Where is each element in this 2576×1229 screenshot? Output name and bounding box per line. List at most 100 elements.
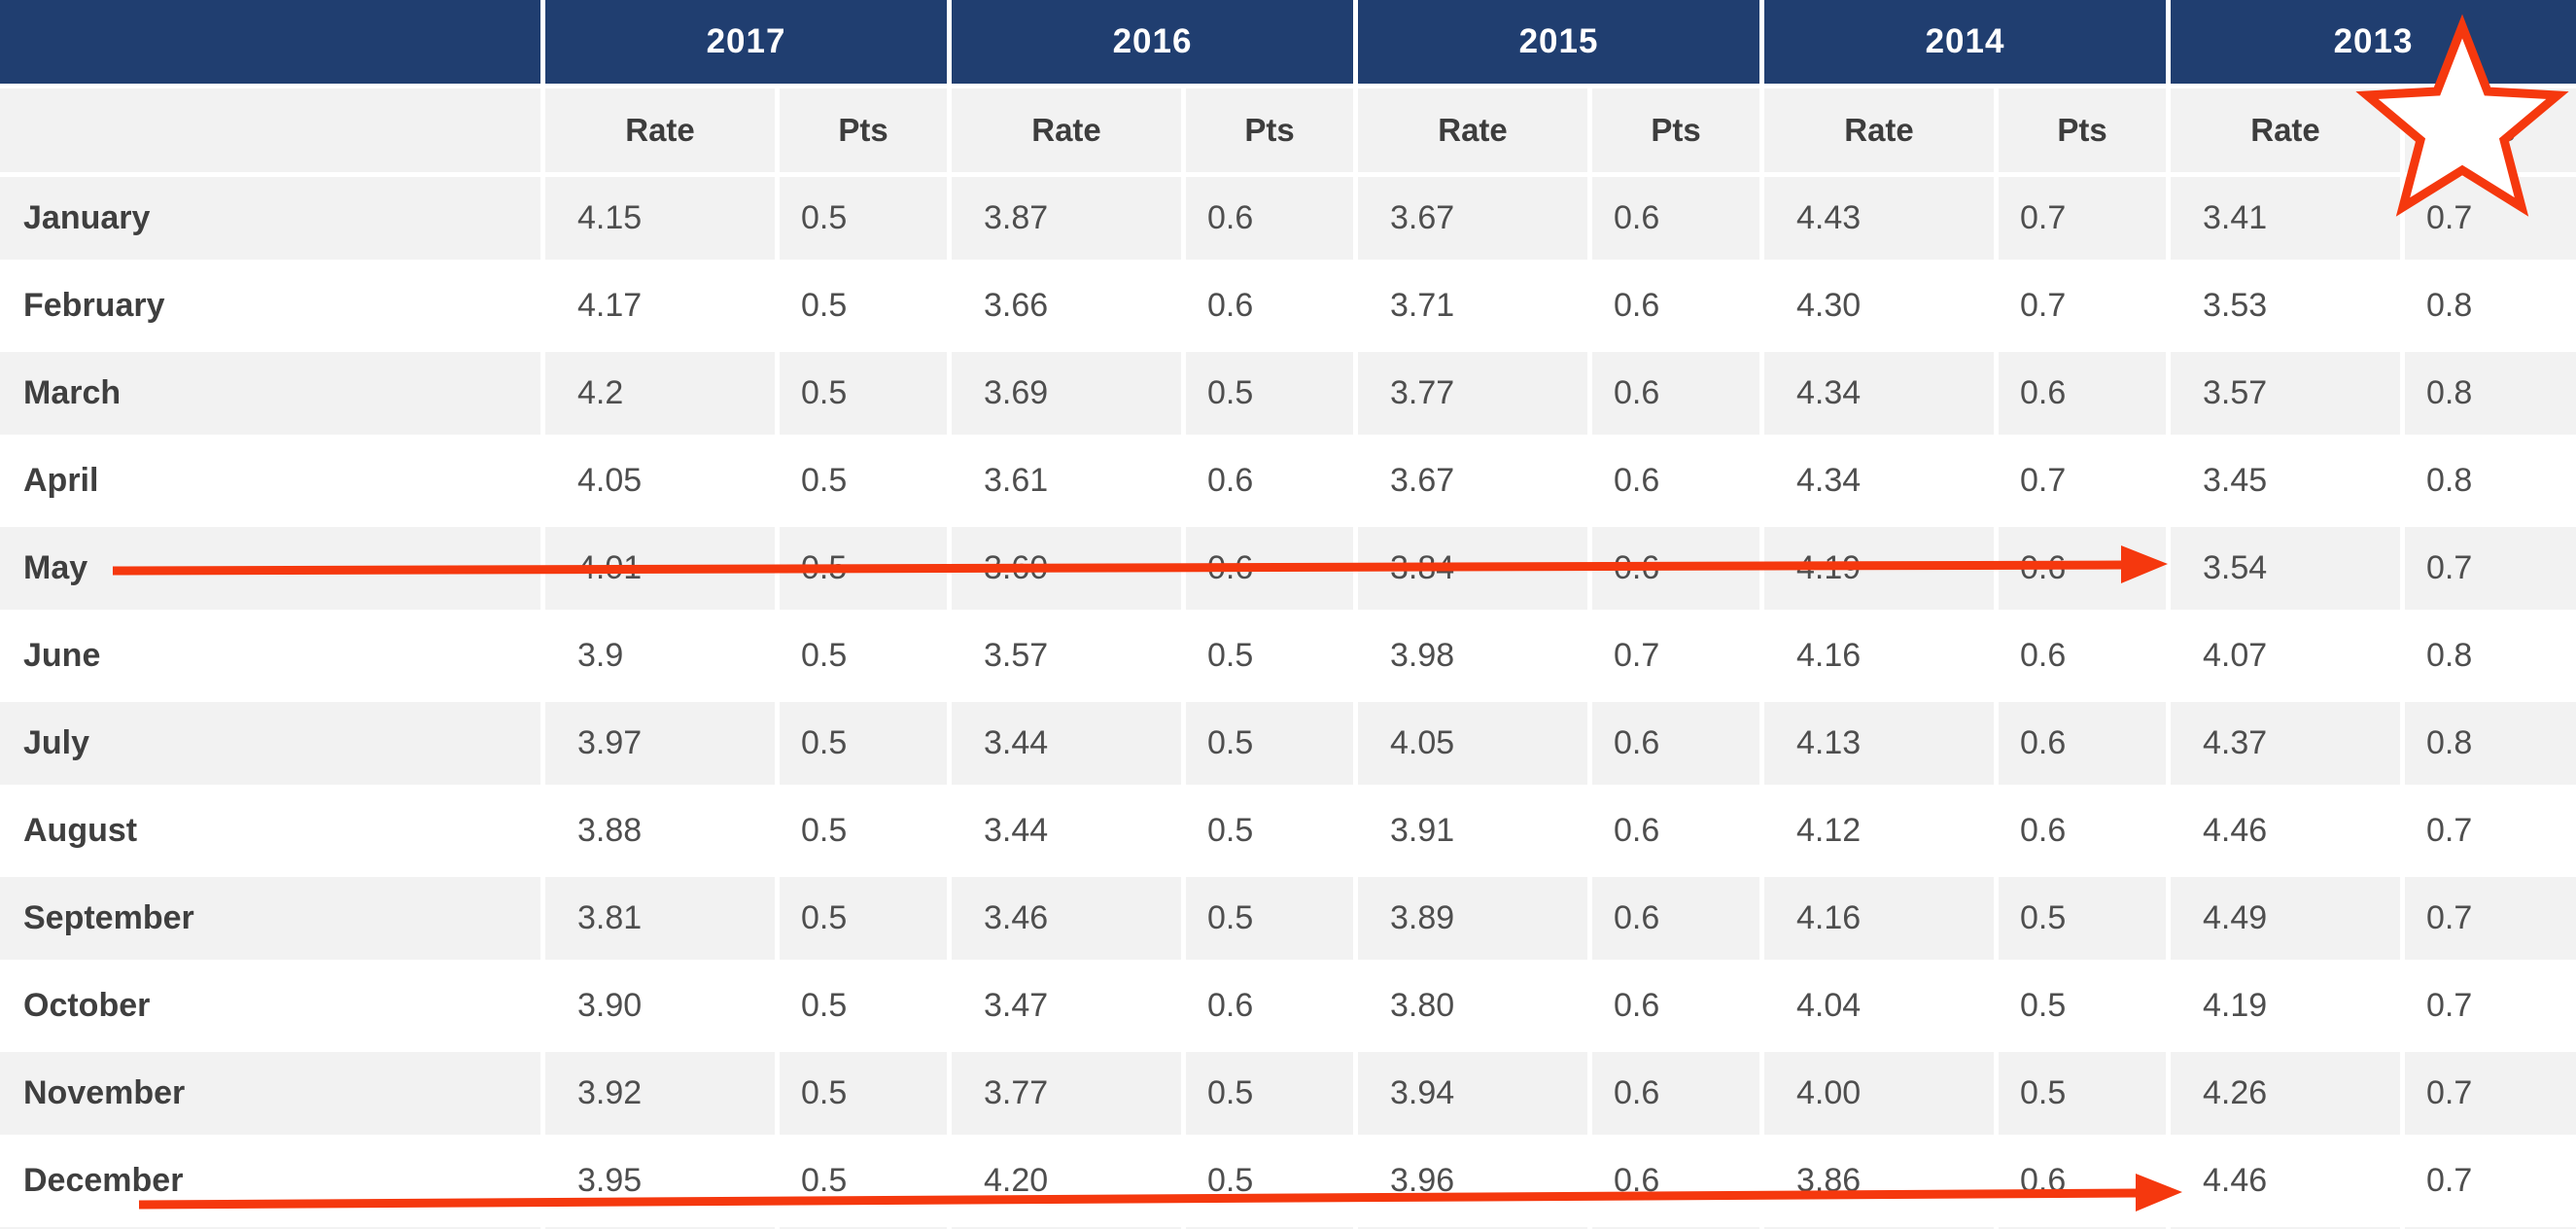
rate-value-cell: 3.54 bbox=[2171, 527, 2400, 610]
pts-value-cell: 0.6 bbox=[1592, 702, 1759, 785]
pts-value-cell: 0.7 bbox=[2405, 790, 2576, 872]
pts-value-cell: 0.6 bbox=[1186, 439, 1353, 522]
rate-header-2017: Rate bbox=[545, 88, 775, 172]
pts-value-cell: 0.7 bbox=[1999, 439, 2166, 522]
pts-value-cell: 0.5 bbox=[1999, 877, 2166, 960]
pts-header-2014: Pts bbox=[1999, 88, 2166, 172]
rate-value-cell: 3.57 bbox=[2171, 352, 2400, 435]
rate-value-cell: 3.77 bbox=[1358, 352, 1587, 435]
rate-value-cell: 3.97 bbox=[545, 702, 775, 785]
row-month-label: August bbox=[0, 790, 540, 872]
pts-value-cell: 0.6 bbox=[1186, 264, 1353, 347]
pts-value-cell: 0.5 bbox=[780, 877, 947, 960]
rate-value-cell: 3.44 bbox=[952, 790, 1181, 872]
rate-value-cell: 4.19 bbox=[1764, 527, 1994, 610]
pts-value-cell: 0.6 bbox=[1999, 614, 2166, 697]
pts-value-cell: 0.5 bbox=[780, 702, 947, 785]
row-month-label: April bbox=[0, 439, 540, 522]
year-header-2016: 2016 bbox=[952, 0, 1353, 84]
rate-value-cell: 3.67 bbox=[1358, 439, 1587, 522]
rate-value-cell: 3.57 bbox=[952, 614, 1181, 697]
row-month-label: June bbox=[0, 614, 540, 697]
pts-value-cell: 0.5 bbox=[780, 439, 947, 522]
rate-value-cell: 3.81 bbox=[545, 877, 775, 960]
pts-value-cell: 0.8 bbox=[2405, 702, 2576, 785]
pts-value-cell: 0.6 bbox=[1592, 965, 1759, 1047]
rate-value-cell: 4.43 bbox=[1764, 177, 1994, 260]
rate-value-cell: 3.98 bbox=[1358, 614, 1587, 697]
row-month-label: July bbox=[0, 702, 540, 785]
pts-value-cell: 0.5 bbox=[780, 1140, 947, 1222]
rate-value-cell: 4.05 bbox=[545, 439, 775, 522]
pts-value-cell: 0.6 bbox=[1592, 790, 1759, 872]
rate-value-cell: 3.67 bbox=[1358, 177, 1587, 260]
year-header-2014: 2014 bbox=[1764, 0, 2166, 84]
row-month-label: March bbox=[0, 352, 540, 435]
pts-value-cell: 0.6 bbox=[1592, 1140, 1759, 1222]
pts-value-cell: 0.8 bbox=[2405, 439, 2576, 522]
pts-header-2013: Pts bbox=[2405, 88, 2576, 172]
pts-value-cell: 0.5 bbox=[780, 790, 947, 872]
rate-value-cell: 4.34 bbox=[1764, 439, 1994, 522]
rate-value-cell: 4.07 bbox=[2171, 614, 2400, 697]
pts-header-2015: Pts bbox=[1592, 88, 1759, 172]
pts-value-cell: 0.6 bbox=[1999, 790, 2166, 872]
rate-value-cell: 4.01 bbox=[545, 527, 775, 610]
rate-value-cell: 4.34 bbox=[1764, 352, 1994, 435]
pts-value-cell: 0.5 bbox=[1186, 1052, 1353, 1135]
pts-header-2016: Pts bbox=[1186, 88, 1353, 172]
table-row: December 3.95 0.5 4.20 0.5 3.96 0.6 3.86 0.6 4.4… bbox=[0, 1140, 2576, 1222]
rate-value-cell: 4.19 bbox=[2171, 965, 2400, 1047]
subheader-spacer bbox=[0, 88, 540, 172]
table-body: January 4.15 0.5 3.87 0.6 3.67 0.6 4.43 0.7 3.41… bbox=[0, 177, 2576, 1222]
rate-value-cell: 3.41 bbox=[2171, 177, 2400, 260]
rate-header-2016: Rate bbox=[952, 88, 1181, 172]
rate-value-cell: 3.9 bbox=[545, 614, 775, 697]
pts-value-cell: 0.6 bbox=[1592, 439, 1759, 522]
rate-value-cell: 3.96 bbox=[1358, 1140, 1587, 1222]
pts-value-cell: 0.5 bbox=[780, 527, 947, 610]
rate-value-cell: 3.84 bbox=[1358, 527, 1587, 610]
pts-value-cell: 0.6 bbox=[1592, 527, 1759, 610]
pts-value-cell: 0.7 bbox=[1999, 177, 2166, 260]
rate-value-cell: 4.04 bbox=[1764, 965, 1994, 1047]
rate-value-cell: 3.45 bbox=[2171, 439, 2400, 522]
rate-value-cell: 3.61 bbox=[952, 439, 1181, 522]
pts-value-cell: 0.7 bbox=[1999, 264, 2166, 347]
table-row: October 3.90 0.5 3.47 0.6 3.80 0.6 4.04 0.5 4.19… bbox=[0, 965, 2576, 1047]
pts-value-cell: 0.5 bbox=[1186, 702, 1353, 785]
pts-value-cell: 0.6 bbox=[1592, 264, 1759, 347]
rate-value-cell: 4.2 bbox=[545, 352, 775, 435]
rate-value-cell: 4.12 bbox=[1764, 790, 1994, 872]
rate-value-cell: 3.89 bbox=[1358, 877, 1587, 960]
pts-value-cell: 0.6 bbox=[1592, 1052, 1759, 1135]
pts-value-cell: 0.5 bbox=[780, 177, 947, 260]
rate-value-cell: 4.15 bbox=[545, 177, 775, 260]
rate-value-cell: 3.91 bbox=[1358, 790, 1587, 872]
table-row: May 4.01 0.5 3.60 0.6 3.84 0.6 4.19 0.6 3.54 0.7 bbox=[0, 527, 2576, 610]
rate-value-cell: 4.37 bbox=[2171, 702, 2400, 785]
pts-value-cell: 0.5 bbox=[1186, 614, 1353, 697]
pts-value-cell: 0.6 bbox=[1592, 177, 1759, 260]
rate-value-cell: 3.66 bbox=[952, 264, 1181, 347]
pts-value-cell: 0.5 bbox=[780, 264, 947, 347]
pts-value-cell: 0.6 bbox=[1999, 352, 2166, 435]
rate-value-cell: 3.47 bbox=[952, 965, 1181, 1047]
pts-value-cell: 0.6 bbox=[1186, 177, 1353, 260]
rate-value-cell: 3.94 bbox=[1358, 1052, 1587, 1135]
year-header-2015: 2015 bbox=[1358, 0, 1759, 84]
rate-value-cell: 3.92 bbox=[545, 1052, 775, 1135]
rate-value-cell: 3.86 bbox=[1764, 1140, 1994, 1222]
rate-value-cell: 3.46 bbox=[952, 877, 1181, 960]
rate-value-cell: 3.80 bbox=[1358, 965, 1587, 1047]
cutoff-row-sliver bbox=[0, 1227, 2576, 1229]
pts-value-cell: 0.6 bbox=[1186, 527, 1353, 610]
year-header-2017: 2017 bbox=[545, 0, 947, 84]
rate-value-cell: 3.69 bbox=[952, 352, 1181, 435]
rate-value-cell: 4.13 bbox=[1764, 702, 1994, 785]
pts-value-cell: 0.7 bbox=[2405, 527, 2576, 610]
rate-header-2013: Rate bbox=[2171, 88, 2400, 172]
rate-value-cell: 4.30 bbox=[1764, 264, 1994, 347]
pts-value-cell: 0.7 bbox=[2405, 1140, 2576, 1222]
subheader-row: Rate Pts Rate Pts Rate Pts Rate Pts Rate… bbox=[0, 88, 2576, 172]
